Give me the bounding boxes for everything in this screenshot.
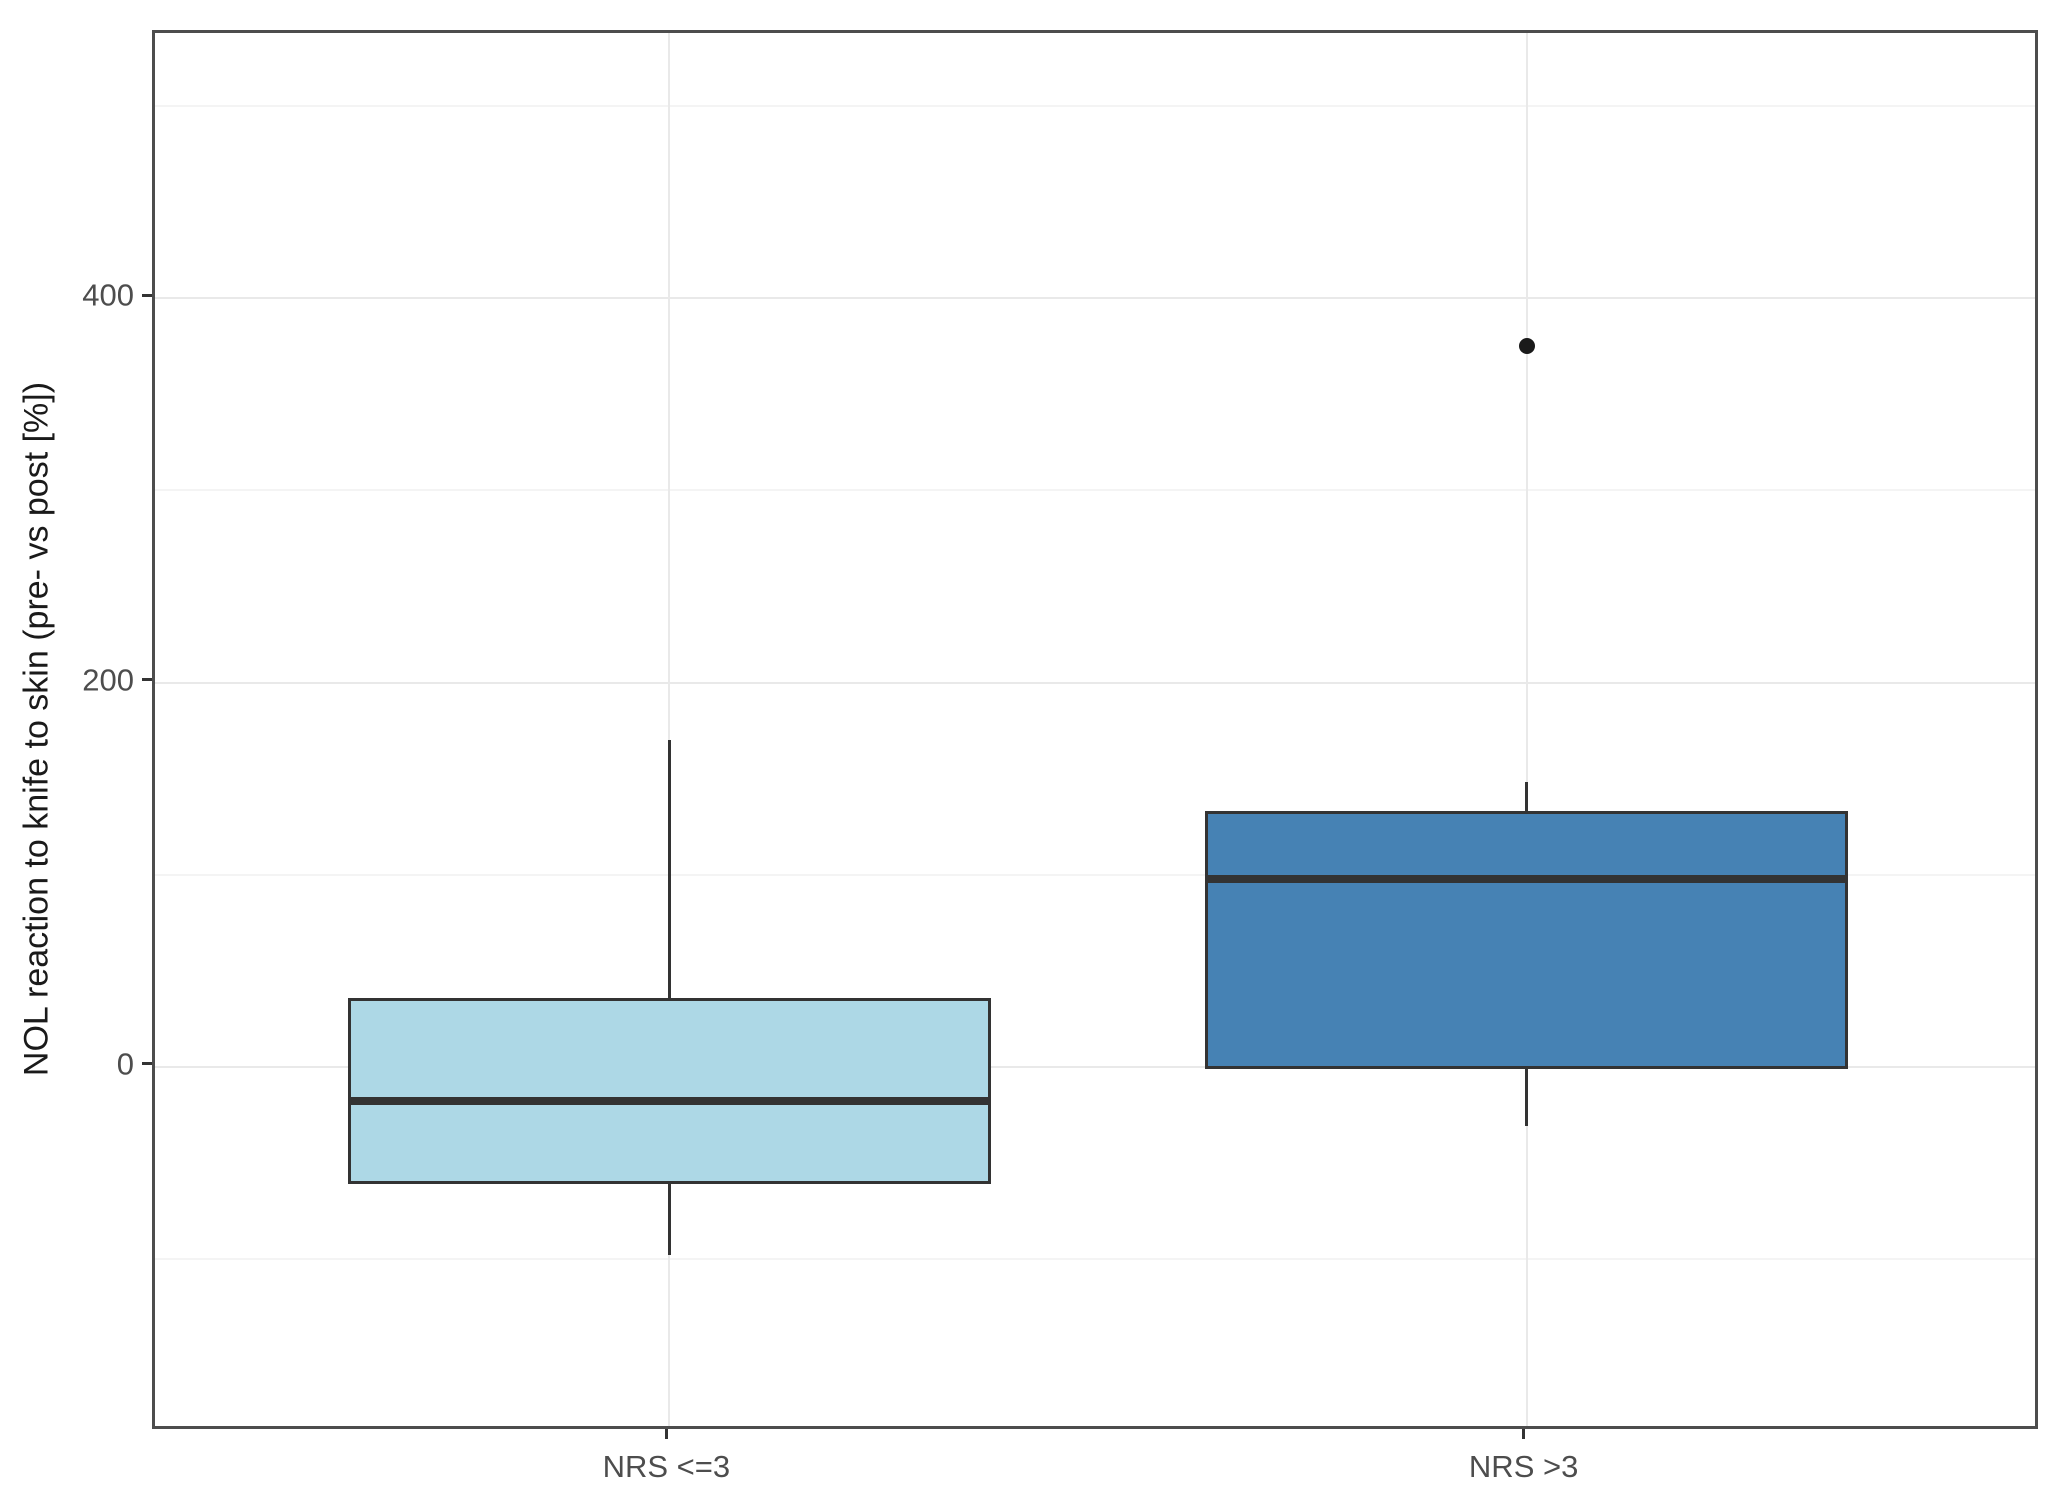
box-nrs-3	[1205, 811, 1849, 1069]
gridline-vertical-major	[1525, 33, 1528, 1426]
gridline-major	[155, 297, 2035, 300]
gridline-minor	[155, 873, 2035, 876]
y-tick-label: 400	[82, 277, 134, 313]
lower-whisker-nrs-3	[1525, 1068, 1529, 1127]
gridline-major	[155, 1065, 2035, 1068]
y-tick-label: 0	[116, 1046, 134, 1082]
gridline-vertical-major	[668, 33, 671, 1426]
plot-panel	[152, 30, 2038, 1429]
x-axis-tick	[664, 1429, 668, 1439]
upper-whisker-nrs-3	[1525, 782, 1529, 812]
outlier-point-nrs-3	[1518, 338, 1535, 355]
y-axis-tick	[142, 293, 152, 297]
y-axis-tick	[142, 1062, 152, 1066]
upper-whisker-nrs-3	[667, 740, 671, 998]
median-line-nrs-3	[347, 1097, 991, 1106]
box-nrs-3	[347, 997, 991, 1185]
y-axis-title: NOL reaction to knife to skin (pre- vs p…	[17, 381, 56, 1077]
x-tick-label: NRS >3	[1468, 1449, 1579, 1484]
median-line-nrs-3	[1205, 874, 1849, 883]
gridline-minor	[155, 1258, 2035, 1261]
gridline-major	[155, 681, 2035, 684]
gridline-minor	[155, 105, 2035, 108]
lower-whisker-nrs-3	[667, 1184, 671, 1256]
x-tick-label: NRS <=3	[602, 1449, 731, 1484]
gridline-minor	[155, 489, 2035, 492]
y-axis-tick	[142, 678, 152, 682]
y-tick-label: 200	[82, 662, 134, 698]
x-axis-tick	[1522, 1429, 1526, 1439]
